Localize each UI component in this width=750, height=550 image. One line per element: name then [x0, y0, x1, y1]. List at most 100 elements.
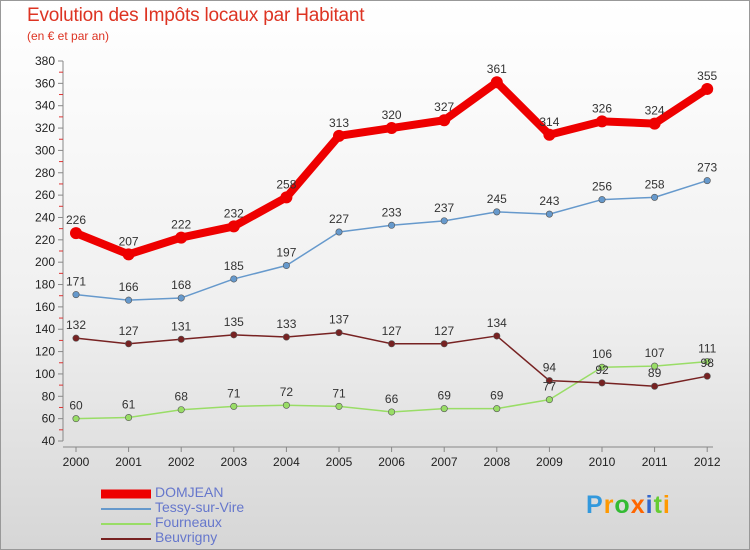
legend-swatch-fourneaux	[101, 523, 151, 525]
data-point-fourneaux	[230, 402, 238, 410]
data-label-tessy-sur-vire: 258	[645, 177, 665, 191]
y-tick-label: 60	[42, 412, 56, 426]
data-point-beuvrigny	[651, 382, 659, 390]
logo-letter: i	[662, 491, 671, 519]
x-tick-label: 2012	[694, 455, 721, 469]
y-tick-label: 340	[35, 99, 55, 113]
logo-letter: o	[614, 491, 631, 519]
x-tick-label: 2007	[431, 455, 458, 469]
chart-title: Evolution des Impôts locaux par Habitant	[27, 5, 365, 26]
data-point-fourneaux	[545, 396, 553, 404]
x-tick-label: 2008	[483, 455, 510, 469]
data-label-beuvrigny: 135	[224, 315, 244, 329]
data-label-fourneaux: 66	[385, 392, 399, 406]
data-point-fourneaux	[125, 414, 133, 422]
y-tick-label: 200	[35, 255, 55, 269]
data-label-fourneaux: 106	[592, 347, 612, 361]
data-point-beuvrigny	[598, 379, 606, 387]
legend-swatch-tessy-sur-vire	[101, 508, 151, 510]
data-label-domjean: 324	[645, 104, 665, 118]
data-label-domjean: 355	[697, 69, 717, 83]
data-point-tessy-sur-vire	[388, 221, 396, 229]
y-tick-label: 300	[35, 143, 55, 157]
data-point-domjean	[280, 191, 293, 204]
legend-swatch-beuvrigny	[101, 538, 151, 540]
data-label-tessy-sur-vire: 185	[224, 259, 244, 273]
data-point-domjean	[122, 248, 135, 261]
logo-letter: P	[586, 491, 604, 519]
series-lines	[70, 76, 714, 423]
logo-letter: x	[630, 491, 646, 519]
data-label-beuvrigny: 137	[329, 313, 349, 327]
data-point-beuvrigny	[282, 333, 290, 341]
data-point-domjean	[333, 129, 345, 142]
y-tick-label: 40	[42, 434, 56, 448]
data-point-beuvrigny	[440, 340, 448, 348]
y-tick-label: 260	[35, 188, 55, 202]
data-label-domjean: 313	[329, 116, 349, 130]
y-tick-label: 380	[35, 54, 55, 68]
data-point-fourneaux	[703, 358, 711, 366]
data-point-beuvrigny	[72, 334, 80, 342]
data-point-domjean	[701, 82, 714, 95]
data-point-tessy-sur-vire	[703, 177, 711, 185]
legend-label-beuvrigny: Beuvrigny	[155, 529, 218, 545]
y-tick-label: 160	[35, 300, 55, 314]
data-label-beuvrigny: 92	[595, 363, 609, 377]
y-tick-label: 140	[35, 322, 55, 336]
chart-subtitle: (en € et par an)	[27, 29, 110, 43]
data-label-domjean: 207	[119, 234, 139, 248]
legend-label-domjean: DOMJEAN	[155, 484, 224, 500]
data-label-tessy-sur-vire: 237	[434, 201, 454, 215]
data-label-domjean: 314	[539, 115, 559, 129]
data-label-domjean: 226	[66, 213, 86, 227]
data-label-fourneaux: 68	[175, 390, 189, 404]
data-point-tessy-sur-vire	[440, 217, 448, 225]
proxiti-logo: Proxiti	[586, 491, 671, 520]
x-tick-label: 2004	[273, 455, 300, 469]
data-point-fourneaux	[177, 406, 185, 414]
data-point-domjean	[543, 128, 556, 141]
data-point-fourneaux	[493, 405, 501, 413]
y-tick-label: 240	[35, 210, 55, 224]
data-label-tessy-sur-vire: 243	[539, 194, 559, 208]
x-tick-label: 2001	[115, 455, 142, 469]
data-label-beuvrigny: 132	[66, 318, 86, 332]
data-point-beuvrigny	[125, 340, 133, 348]
logo-letter: r	[603, 491, 615, 519]
data-point-tessy-sur-vire	[282, 262, 290, 270]
legend-item-tessy-sur-vire: Tessy-sur-Vire	[101, 499, 341, 516]
data-label-domjean: 320	[382, 108, 402, 122]
data-label-fourneaux: 71	[332, 386, 346, 400]
data-point-fourneaux	[282, 401, 290, 409]
data-point-domjean	[438, 114, 451, 127]
data-point-fourneaux	[440, 405, 448, 413]
x-tick-label: 2009	[536, 455, 563, 469]
y-tick-label: 320	[35, 121, 55, 135]
data-label-tessy-sur-vire: 168	[171, 278, 191, 292]
y-tick-label: 180	[35, 278, 55, 292]
data-point-fourneaux	[598, 363, 606, 371]
data-point-domjean	[490, 76, 503, 89]
data-label-beuvrigny: 94	[543, 361, 557, 375]
data-label-fourneaux: 60	[69, 399, 83, 413]
x-tick-label: 2010	[589, 455, 616, 469]
data-label-fourneaux: 77	[543, 380, 557, 394]
data-point-domjean	[175, 231, 188, 244]
data-point-domjean	[70, 227, 82, 240]
data-label-fourneaux: 107	[645, 346, 665, 360]
legend-item-domjean: DOMJEAN	[101, 484, 341, 501]
data-point-domjean	[227, 220, 240, 233]
data-point-domjean	[648, 117, 661, 130]
data-point-tessy-sur-vire	[125, 296, 133, 304]
data-label-fourneaux: 71	[227, 386, 241, 400]
data-point-beuvrigny	[177, 335, 185, 343]
data-point-fourneaux	[72, 415, 80, 423]
data-label-fourneaux: 69	[438, 389, 452, 403]
legend-label-fourneaux: Fourneaux	[155, 514, 222, 530]
x-tick-label: 2006	[378, 455, 405, 469]
data-label-domjean: 361	[487, 62, 507, 76]
x-tick-label: 2003	[220, 455, 247, 469]
